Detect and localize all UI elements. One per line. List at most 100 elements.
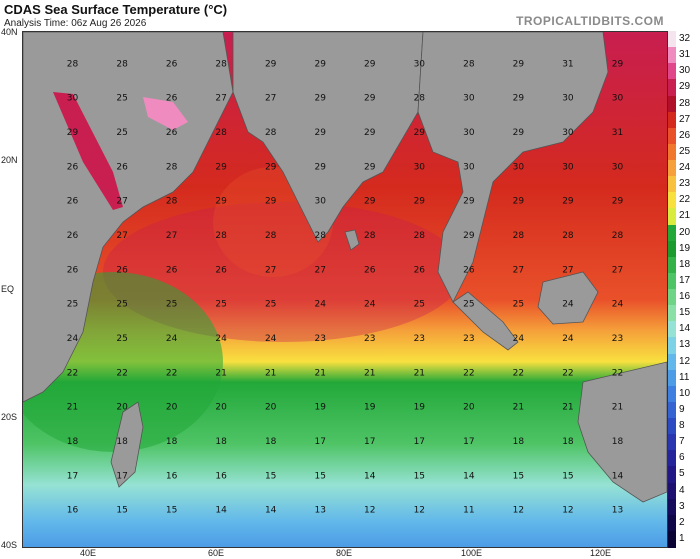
sst-value: 22 [67, 368, 78, 378]
sst-value: 14 [215, 506, 227, 516]
sst-value: 27 [612, 265, 623, 275]
colorbar-swatch [668, 31, 676, 48]
sst-value: 30 [463, 162, 475, 172]
colorbar-swatch [668, 514, 676, 532]
sst-value: 14 [265, 506, 277, 516]
colorbar-swatch [668, 353, 676, 371]
sst-value: 21 [265, 368, 276, 378]
sst-value: 15 [116, 506, 127, 516]
sst-value: 30 [414, 59, 426, 69]
sst-value: 29 [265, 59, 277, 69]
sst-value: 24 [166, 334, 178, 344]
colorbar-swatch [668, 256, 676, 274]
sst-value: 12 [364, 506, 375, 516]
sst-value: 29 [364, 94, 376, 104]
sst-value: 29 [265, 162, 277, 172]
sst-value: 29 [315, 94, 327, 104]
sst-value: 15 [414, 471, 425, 481]
sst-value: 19 [364, 403, 376, 413]
sst-value: 30 [562, 94, 574, 104]
sst-value: 18 [67, 437, 79, 447]
colorbar-label: 23 [679, 178, 691, 190]
sst-value: 26 [215, 265, 227, 275]
sst-value: 28 [562, 231, 574, 241]
colorbar-label: 6 [679, 452, 685, 464]
colorbar-label: 25 [679, 145, 691, 157]
sst-value: 29 [265, 197, 277, 207]
sst-value: 15 [166, 506, 177, 516]
sst-value: 15 [315, 471, 326, 481]
sst-value: 29 [513, 197, 525, 207]
sst-value: 29 [364, 197, 376, 207]
sst-value: 31 [612, 128, 623, 138]
colorbar-swatch [668, 450, 676, 467]
sst-value: 29 [414, 197, 426, 207]
sst-value: 26 [364, 265, 376, 275]
land-srilanka [344, 229, 360, 251]
colorbar-swatch [668, 289, 676, 306]
colorbar-swatch [668, 418, 676, 435]
sst-value: 14 [612, 471, 624, 481]
sst-value: 12 [562, 506, 573, 516]
sst-value: 11 [463, 506, 474, 516]
red-sea [53, 92, 123, 210]
sst-value: 19 [315, 403, 327, 413]
sst-map[interactable]: 28 28 26 28 29 29 29 30 28 29 31 29 30 25 26 27 27 29 29 28… [22, 31, 668, 548]
sst-value: 18 [265, 437, 277, 447]
sst-value: 18 [116, 437, 128, 447]
map-title: CDAS Sea Surface Temperature (°C) [4, 2, 228, 17]
colorbar-swatch [668, 176, 676, 193]
sst-value: 29 [364, 128, 376, 138]
colorbar-label: 26 [679, 129, 691, 141]
colorbar-swatch [668, 498, 676, 516]
lon-label-60e: 60E [208, 548, 225, 558]
sst-value: 25 [463, 300, 474, 310]
sst-value: 28 [612, 231, 624, 241]
sst-value: 23 [315, 334, 326, 344]
sst-value: 23 [414, 334, 425, 344]
sst-value: 18 [215, 437, 227, 447]
sst-value: 18 [562, 437, 574, 447]
colorbar-swatch [668, 530, 676, 548]
sst-value: 29 [315, 128, 327, 138]
sst-value: 20 [166, 403, 178, 413]
sst-value: 27 [166, 231, 177, 241]
sst-value: 29 [414, 128, 426, 138]
sst-value: 29 [364, 162, 376, 172]
sst-value: 25 [166, 300, 177, 310]
sst-value: 15 [265, 471, 276, 481]
sst-value: 27 [315, 265, 326, 275]
sst-value: 24 [513, 334, 525, 344]
sst-value: 29 [612, 197, 624, 207]
source-credit: TROPICALTIDBITS.COM [516, 14, 664, 28]
lat-label-40s: 40S [1, 540, 18, 550]
sst-value: 13 [315, 506, 326, 516]
sst-value: 21 [562, 403, 573, 413]
sst-value: 30 [463, 128, 475, 138]
sst-value: 24 [612, 300, 624, 310]
sst-value: 29 [315, 162, 327, 172]
sst-value: 20 [265, 403, 277, 413]
sst-value: 16 [166, 471, 178, 481]
colorbar-label: 10 [679, 387, 691, 399]
colorbar-label: 11 [679, 371, 690, 383]
sst-value: 15 [562, 471, 573, 481]
sst-value-labels: 28 28 26 28 29 29 29 30 28 29 31 29 30 25 26 27 27 29 29 28… [67, 59, 624, 515]
colorbar-label: 28 [679, 97, 691, 109]
colorbar-label: 9 [679, 403, 685, 415]
sst-value: 29 [513, 94, 525, 104]
colorbar-swatch [668, 224, 676, 242]
sst-value: 27 [265, 94, 276, 104]
sst-value: 27 [265, 265, 276, 275]
colorbar-label: 16 [679, 291, 691, 303]
sst-value: 17 [315, 437, 326, 447]
sst-value: 28 [414, 231, 426, 241]
colorbar-swatch [668, 208, 676, 225]
sst-value: 21 [513, 403, 524, 413]
sst-value: 19 [414, 403, 426, 413]
land-madagascar [110, 401, 144, 488]
colorbar-legend: 32 31 30 29 28 27 26 25 24 23 22 21 20 19 18 17 16 15 14 13… [668, 31, 698, 548]
colorbar-swatch [668, 401, 676, 419]
sst-value: 26 [67, 265, 79, 275]
colorbar-swatch [668, 337, 676, 354]
